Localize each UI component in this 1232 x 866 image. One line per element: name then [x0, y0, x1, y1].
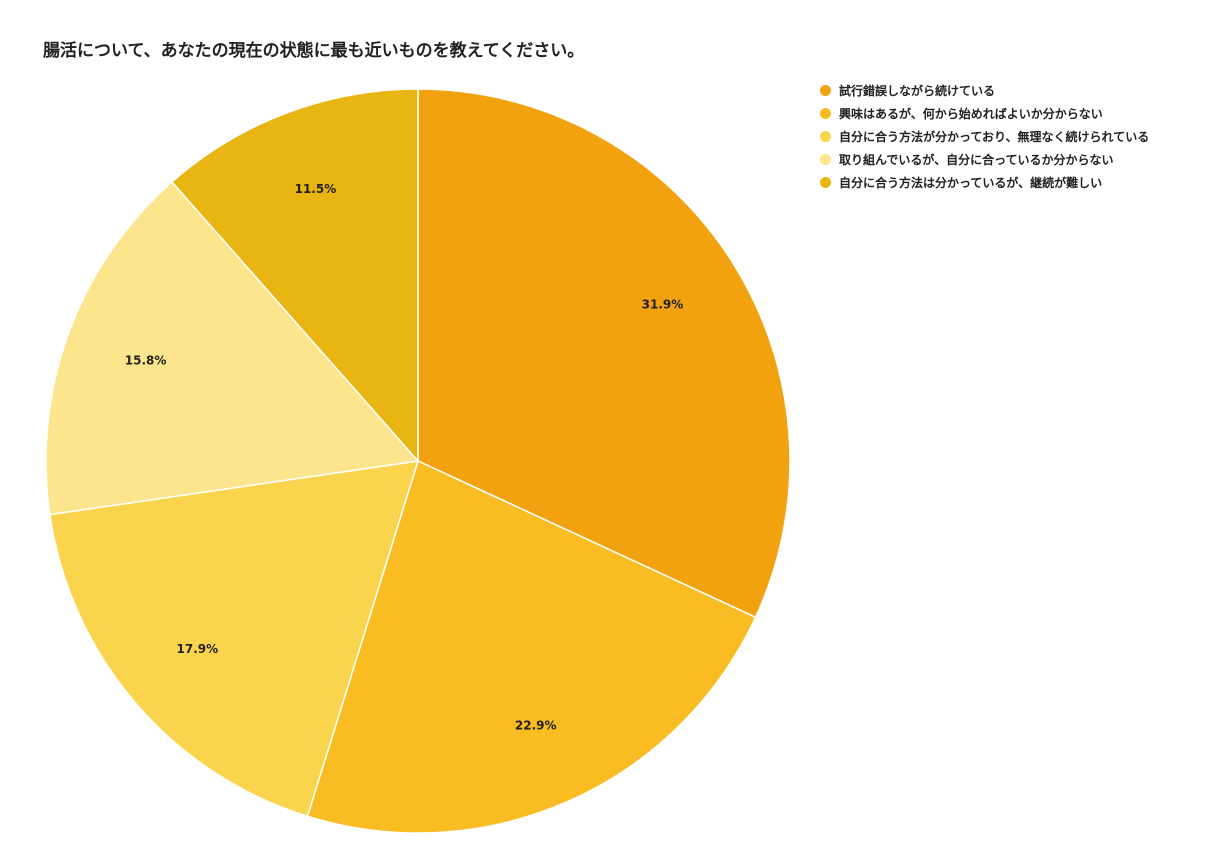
slice-label-4: 15.8% [125, 353, 167, 367]
legend-swatch-5 [820, 177, 831, 188]
legend-item-3: 自分に合う方法が分かっており、無理なく続けられている [820, 125, 1149, 148]
legend-swatch-3 [820, 131, 831, 142]
legend-label-4: 取り組んでいるが、自分に合っているか分からない [839, 153, 1114, 167]
legend-label-3: 自分に合う方法が分かっており、無理なく続けられている [839, 130, 1150, 144]
slice-label-3: 17.9% [177, 642, 219, 656]
pie-slice-4 [45, 180, 420, 516]
legend-item-2: 興味はあるが、何から始めればよいか分からない [820, 102, 1149, 125]
legend-swatch-4 [820, 154, 831, 165]
pie-slice-1 [417, 88, 791, 619]
legend-item-4: 取り組んでいるが、自分に合っているか分からない [820, 148, 1149, 171]
slice-label-1: 31.9% [642, 297, 684, 311]
pie-slice-5 [170, 88, 419, 463]
legend-label-5: 自分に合う方法は分かっているが、継続が難しい [839, 176, 1103, 190]
legend-swatch-2 [820, 108, 831, 119]
pie-slice-3 [49, 460, 420, 818]
chart-title: 腸活について、あなたの現在の状態に最も近いものを教えてください。 [43, 41, 585, 61]
legend-item-1: 試行錯誤しながら続けている [820, 79, 1149, 102]
legend-item-5: 自分に合う方法は分かっているが、継続が難しい [820, 171, 1149, 194]
slice-label-5: 11.5% [295, 182, 337, 196]
chart-legend: 試行錯誤しながら続けている 興味はあるが、何から始めればよいか分からない 自分に合う… [820, 79, 1149, 194]
legend-label-2: 興味はあるが、何から始めればよいか分からない [839, 107, 1103, 121]
slice-label-2: 22.9% [515, 719, 557, 733]
pie-slice-2 [306, 459, 757, 834]
legend-label-1: 試行錯誤しながら続けている [839, 84, 996, 98]
legend-swatch-1 [820, 85, 831, 96]
